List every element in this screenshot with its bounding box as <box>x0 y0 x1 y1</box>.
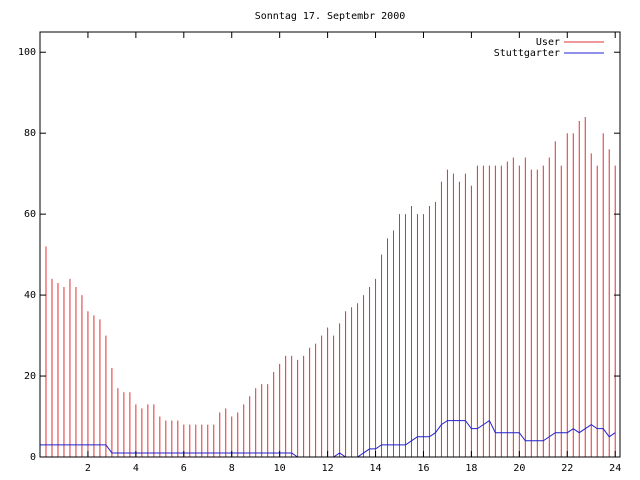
x-tick-label: 24 <box>609 463 621 474</box>
x-tick-label: 8 <box>229 463 235 474</box>
x-tick-label: 10 <box>274 463 286 474</box>
y-tick-label: 0 <box>30 452 36 463</box>
x-tick-label: 22 <box>561 463 573 474</box>
x-tick-label: 4 <box>133 463 139 474</box>
x-tick-label: 14 <box>370 463 382 474</box>
y-tick-label: 60 <box>24 209 36 220</box>
chart-title: Sonntag 17. Septembr 2000 <box>255 11 406 22</box>
y-tick-label: 100 <box>18 47 36 58</box>
legend-label: Stuttgarter <box>494 48 560 59</box>
y-tick-label: 20 <box>24 371 36 382</box>
x-tick-label: 6 <box>181 463 187 474</box>
y-tick-label: 80 <box>24 128 36 139</box>
y-tick-label: 40 <box>24 290 36 301</box>
x-tick-label: 16 <box>417 463 429 474</box>
x-tick-label: 12 <box>322 463 334 474</box>
x-tick-label: 2 <box>85 463 91 474</box>
legend-label: User <box>536 37 560 48</box>
x-tick-label: 20 <box>513 463 525 474</box>
x-tick-label: 18 <box>465 463 477 474</box>
plot-frame <box>39 31 621 458</box>
